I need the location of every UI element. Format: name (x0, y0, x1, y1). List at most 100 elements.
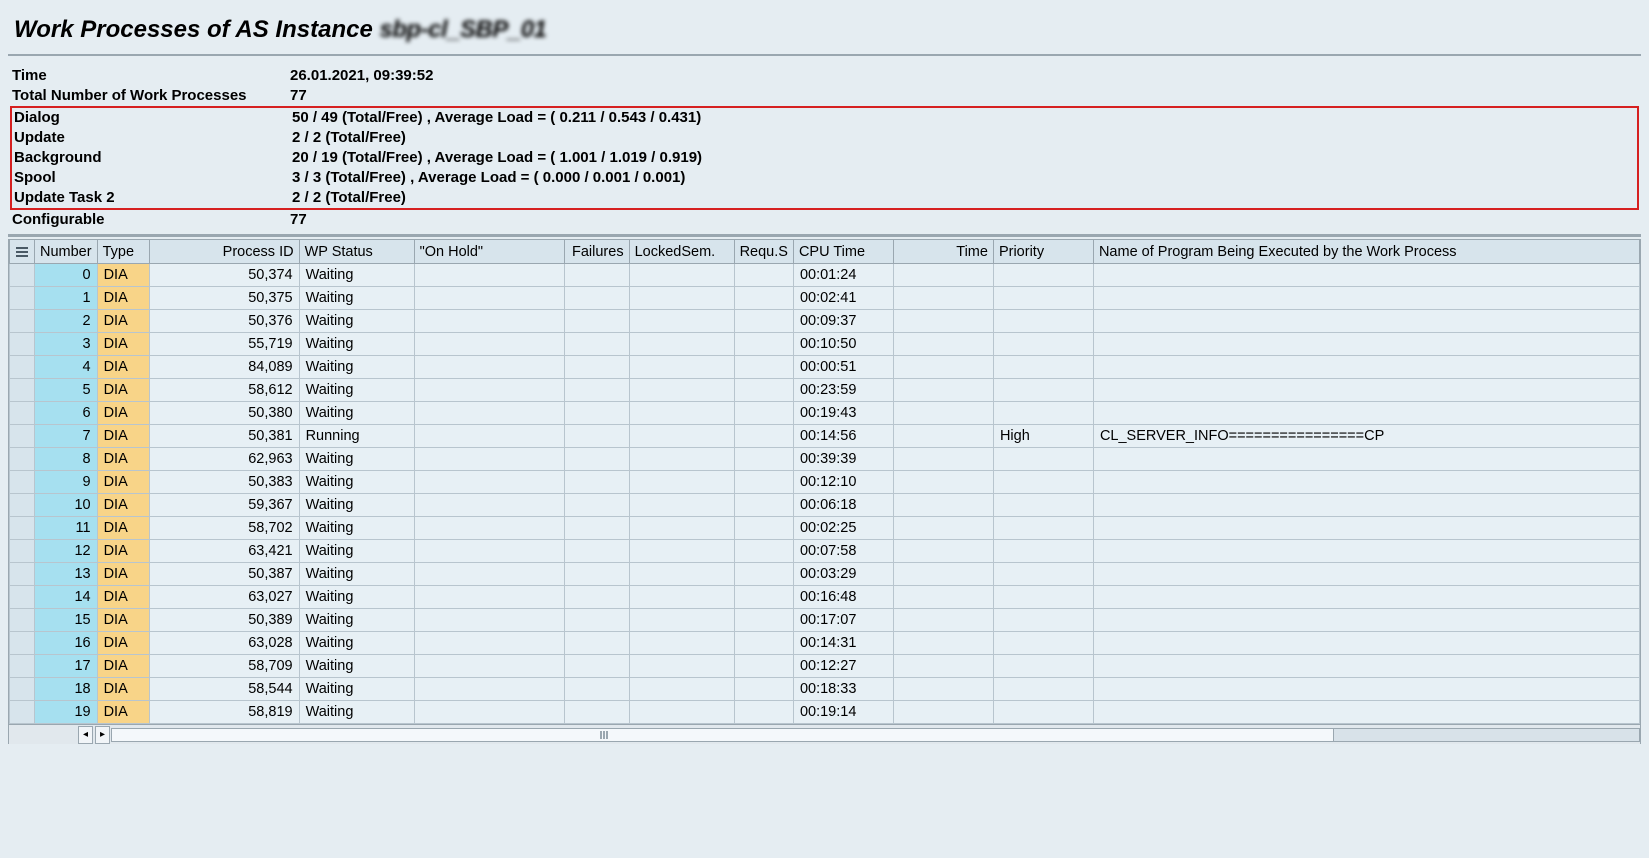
table-row[interactable]: 15DIA50,389Waiting00:17:07 (10, 609, 1640, 632)
table-row[interactable]: 12DIA63,421Waiting00:07:58 (10, 540, 1640, 563)
col-header-time[interactable]: Time (893, 240, 993, 264)
cell-process-id: 50,383 (149, 471, 299, 494)
row-selector[interactable] (10, 563, 35, 586)
cell-cpu-time: 00:39:39 (793, 448, 893, 471)
cell-time (893, 287, 993, 310)
table-row[interactable]: 13DIA50,387Waiting00:03:29 (10, 563, 1640, 586)
col-header-failures[interactable]: Failures (564, 240, 629, 264)
wp-table[interactable]: Number Type Process ID WP Status "On Hol… (9, 239, 1640, 724)
cell-cpu-time: 00:09:37 (793, 310, 893, 333)
scrollbar-thumb[interactable] (112, 729, 1334, 741)
table-row[interactable]: 16DIA63,028Waiting00:14:31 (10, 632, 1640, 655)
row-selector[interactable] (10, 678, 35, 701)
col-header-type[interactable]: Type (97, 240, 149, 264)
cell-priority (993, 379, 1093, 402)
col-header-lockedsem[interactable]: LockedSem. (629, 240, 734, 264)
col-header-priority[interactable]: Priority (993, 240, 1093, 264)
scroll-left-button[interactable]: ◂ (78, 726, 93, 744)
table-row[interactable]: 2DIA50,376Waiting00:09:37 (10, 310, 1640, 333)
table-row[interactable]: 14DIA63,027Waiting00:16:48 (10, 586, 1640, 609)
cell-number: 19 (35, 701, 98, 724)
info-label: Background (12, 148, 292, 168)
row-selector[interactable] (10, 448, 35, 471)
scroll-right-button[interactable]: ▸ (95, 726, 110, 744)
table-row[interactable]: 1DIA50,375Waiting00:02:41 (10, 287, 1640, 310)
col-header-requs[interactable]: Requ.S (734, 240, 793, 264)
cell-number: 17 (35, 655, 98, 678)
cell-process-id: 50,380 (149, 402, 299, 425)
table-row[interactable]: 11DIA58,702Waiting00:02:25 (10, 517, 1640, 540)
cell-type: DIA (97, 701, 149, 724)
row-selector[interactable] (10, 379, 35, 402)
cell-program (1093, 448, 1639, 471)
cell-cpu-time: 00:06:18 (793, 494, 893, 517)
table-row[interactable]: 4DIA84,089Waiting00:00:51 (10, 356, 1640, 379)
cell-time (893, 448, 993, 471)
col-header-cpu-time[interactable]: CPU Time (793, 240, 893, 264)
cell-wp-status: Waiting (299, 701, 414, 724)
table-row[interactable]: 9DIA50,383Waiting00:12:10 (10, 471, 1640, 494)
cell-lockedsem (629, 563, 734, 586)
table-row[interactable]: 10DIA59,367Waiting00:06:18 (10, 494, 1640, 517)
row-selector[interactable] (10, 609, 35, 632)
table-row[interactable]: 3DIA55,719Waiting00:10:50 (10, 333, 1640, 356)
cell-wp-status: Waiting (299, 310, 414, 333)
scrollbar-track[interactable] (111, 728, 1640, 742)
row-selector[interactable] (10, 517, 35, 540)
cell-priority (993, 471, 1093, 494)
col-header-number[interactable]: Number (35, 240, 98, 264)
info-label: Update Task 2 (12, 188, 292, 208)
col-header-program[interactable]: Name of Program Being Executed by the Wo… (1093, 240, 1639, 264)
col-header-wp-status[interactable]: WP Status (299, 240, 414, 264)
row-selector[interactable] (10, 333, 35, 356)
cell-requs (734, 333, 793, 356)
row-selector[interactable] (10, 632, 35, 655)
cell-program (1093, 563, 1639, 586)
cell-failures (564, 264, 629, 287)
row-selector[interactable] (10, 425, 35, 448)
cell-time (893, 678, 993, 701)
table-row[interactable]: 5DIA58,612Waiting00:23:59 (10, 379, 1640, 402)
row-selector[interactable] (10, 264, 35, 287)
cell-priority (993, 609, 1093, 632)
row-selector[interactable] (10, 701, 35, 724)
row-selector[interactable] (10, 540, 35, 563)
cell-cpu-time: 00:00:51 (793, 356, 893, 379)
cell-priority (993, 540, 1093, 563)
table-row[interactable]: 6DIA50,380Waiting00:19:43 (10, 402, 1640, 425)
cell-time (893, 379, 993, 402)
cell-priority (993, 678, 1093, 701)
row-selector[interactable] (10, 310, 35, 333)
horizontal-scrollbar[interactable]: ◂ ▸ (9, 724, 1640, 744)
cell-number: 18 (35, 678, 98, 701)
row-selector[interactable] (10, 586, 35, 609)
cell-requs (734, 287, 793, 310)
row-selector[interactable] (10, 655, 35, 678)
cell-failures (564, 333, 629, 356)
cell-program (1093, 471, 1639, 494)
info-label: Spool (12, 168, 292, 188)
row-selector[interactable] (10, 471, 35, 494)
cell-type: DIA (97, 287, 149, 310)
row-selector[interactable] (10, 494, 35, 517)
cell-failures (564, 287, 629, 310)
row-selector[interactable] (10, 287, 35, 310)
col-header-process-id[interactable]: Process ID (149, 240, 299, 264)
table-row[interactable]: 17DIA58,709Waiting00:12:27 (10, 655, 1640, 678)
select-all-button[interactable] (10, 240, 35, 264)
cell-process-id: 58,544 (149, 678, 299, 701)
table-row[interactable]: 7DIA50,381Running00:14:56HighCL_SERVER_I… (10, 425, 1640, 448)
table-row[interactable]: 0DIA50,374Waiting00:01:24 (10, 264, 1640, 287)
row-selector[interactable] (10, 356, 35, 379)
table-row[interactable]: 8DIA62,963Waiting00:39:39 (10, 448, 1640, 471)
cell-wp-status: Running (299, 425, 414, 448)
cell-number: 14 (35, 586, 98, 609)
row-selector[interactable] (10, 402, 35, 425)
col-header-on-hold[interactable]: "On Hold" (414, 240, 564, 264)
cell-type: DIA (97, 678, 149, 701)
table-row[interactable]: 19DIA58,819Waiting00:19:14 (10, 701, 1640, 724)
table-row[interactable]: 18DIA58,544Waiting00:18:33 (10, 678, 1640, 701)
info-configurable: Configurable 77 (10, 210, 1639, 230)
cell-wp-status: Waiting (299, 517, 414, 540)
info-value: 2 / 2 (Total/Free) (292, 188, 1637, 208)
